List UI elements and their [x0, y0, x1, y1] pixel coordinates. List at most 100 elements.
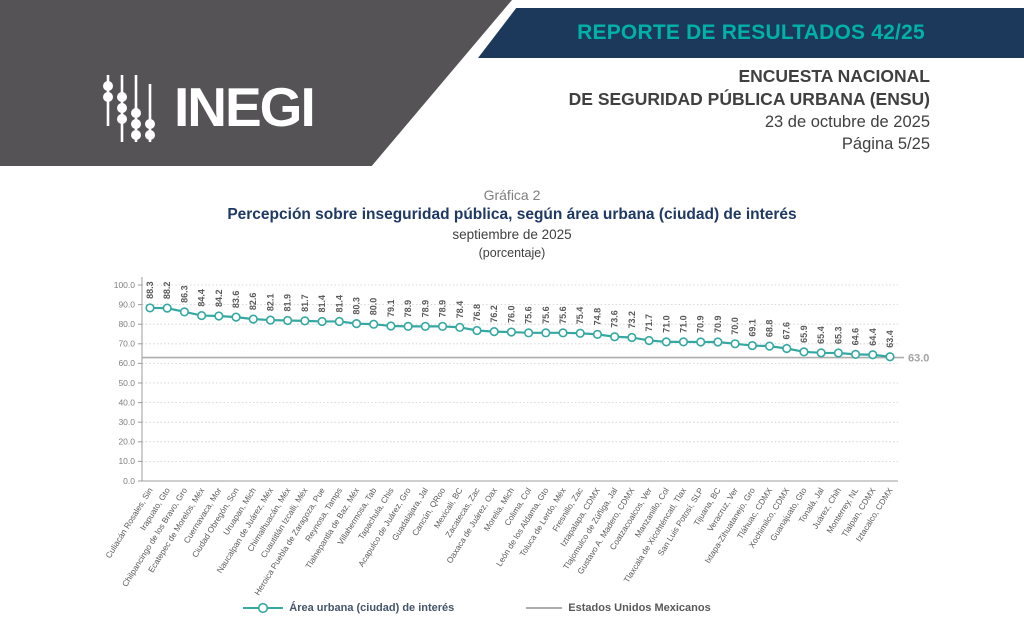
y-tick-label: 70.0 — [118, 339, 135, 349]
value-label: 78.9 — [420, 300, 430, 318]
data-point — [369, 319, 379, 329]
value-label: 65.9 — [799, 325, 809, 343]
data-point — [610, 332, 620, 342]
value-label: 81.4 — [317, 295, 327, 313]
chart-title: Percepción sobre inseguridad pública, se… — [227, 206, 797, 223]
data-point — [661, 337, 671, 347]
value-label: 79.1 — [386, 299, 396, 317]
data-point — [713, 337, 723, 347]
value-label: 65.4 — [816, 326, 826, 344]
data-point — [472, 325, 482, 336]
inegi-banner: INEGI — [0, 0, 512, 166]
value-label: 88.3 — [145, 281, 155, 299]
y-tick-label: 10.0 — [118, 456, 135, 466]
value-label: 63.4 — [885, 330, 895, 348]
data-point — [455, 322, 465, 332]
chart-legend: Área urbana (ciudad) de interés Estados … — [0, 602, 1024, 614]
y-tick-label: 0.0 — [123, 476, 135, 486]
data-point — [300, 316, 310, 326]
data-point — [420, 321, 430, 331]
chart-subtitle: septiembre de 2025 — [452, 227, 572, 242]
data-point — [678, 337, 689, 347]
value-label: 70.9 — [713, 316, 723, 334]
value-label: 82.1 — [265, 294, 275, 312]
value-label: 75.6 — [524, 306, 534, 324]
value-label: 70.0 — [730, 317, 740, 335]
report-banner: REPORTE DE RESULTADOS 42/25 — [478, 8, 1024, 58]
data-point — [782, 343, 792, 354]
data-point — [283, 315, 293, 326]
data-point — [885, 352, 895, 362]
legend-item-national: Estados Unidos Mexicanos — [526, 602, 711, 614]
value-label: 78.9 — [403, 300, 413, 318]
survey-title-line1: ENCUESTA NACIONAL — [738, 66, 930, 86]
value-label: 65.3 — [833, 326, 843, 344]
reference-value-label: 63.0 — [908, 352, 929, 364]
series-line — [149, 306, 891, 358]
value-label: 82.6 — [248, 293, 258, 311]
data-point — [334, 316, 344, 327]
value-label: 75.6 — [558, 306, 568, 324]
data-point — [437, 321, 448, 331]
y-tick-label: 30.0 — [118, 417, 135, 427]
value-label: 70.9 — [696, 316, 706, 334]
data-point — [214, 311, 224, 321]
value-label: 78.9 — [438, 300, 448, 318]
page-number: Página 5/25 — [841, 135, 930, 153]
data-point — [506, 327, 516, 337]
value-label: 86.3 — [179, 285, 189, 303]
national-legend-marker-icon — [526, 607, 563, 609]
data-point — [403, 321, 413, 331]
value-label: 71.0 — [661, 315, 671, 333]
value-label: 76.2 — [489, 305, 499, 323]
data-point — [730, 339, 740, 349]
data-point — [696, 337, 706, 347]
data-point — [764, 341, 775, 351]
data-point — [833, 348, 843, 358]
data-point — [145, 303, 155, 313]
data-point — [644, 335, 654, 346]
value-label: 71.0 — [678, 315, 688, 333]
series-legend-marker-icon — [243, 602, 284, 614]
y-tick-label: 50.0 — [118, 378, 135, 388]
y-tick-label: 100.0 — [114, 280, 136, 290]
chart-unit-label: (porcentaje) — [478, 246, 546, 260]
value-label: 80.3 — [352, 297, 362, 315]
value-label: 75.4 — [575, 307, 585, 325]
legend-series-label: Área urbana (ciudad) de interés — [289, 602, 455, 614]
y-tick-label: 40.0 — [118, 397, 135, 407]
report-date: 23 de octubre de 2025 — [764, 113, 930, 131]
chart-canvas: 100.0 90.0 80.0 70.0 60.0 50.0 40.0 30.0 20.0 10.… — [103, 277, 929, 597]
inegi-logo: INEGI — [102, 70, 316, 148]
data-point — [558, 328, 568, 338]
value-label: 80.0 — [369, 298, 379, 316]
value-label: 81.9 — [283, 294, 293, 312]
data-point — [627, 332, 637, 343]
value-label: 75.6 — [541, 306, 551, 324]
data-point — [592, 329, 603, 339]
y-tick-label: 60.0 — [118, 358, 135, 368]
data-point — [179, 307, 190, 317]
legend-item-series: Área urbana (ciudad) de interés — [243, 602, 454, 614]
value-label: 78.4 — [455, 301, 465, 319]
data-point — [231, 312, 241, 322]
y-tick-label: 20.0 — [118, 437, 135, 447]
data-point — [351, 319, 362, 329]
value-label: 76.8 — [472, 304, 482, 322]
value-label: 81.7 — [300, 294, 310, 312]
document-header: ENCUESTA NACIONAL DE SEGURIDAD PÚBLICA U… — [569, 65, 930, 155]
value-label: 76.0 — [506, 306, 516, 324]
data-point — [850, 349, 861, 359]
data-point — [541, 328, 551, 338]
value-label: 88.2 — [162, 282, 172, 300]
inegi-wordmark: INEGI — [174, 76, 316, 138]
data-point — [575, 328, 585, 338]
data-point — [162, 303, 172, 313]
y-tick-label: 90.0 — [118, 299, 135, 309]
value-label: 64.4 — [868, 328, 878, 346]
value-label: 74.8 — [592, 308, 602, 326]
report-banner-label: REPORTE DE RESULTADOS 42/25 — [577, 21, 925, 44]
y-axis: 100.0 90.0 80.0 70.0 60.0 50.0 40.0 30.0 20.0 10.… — [114, 280, 898, 486]
data-point — [799, 347, 809, 357]
